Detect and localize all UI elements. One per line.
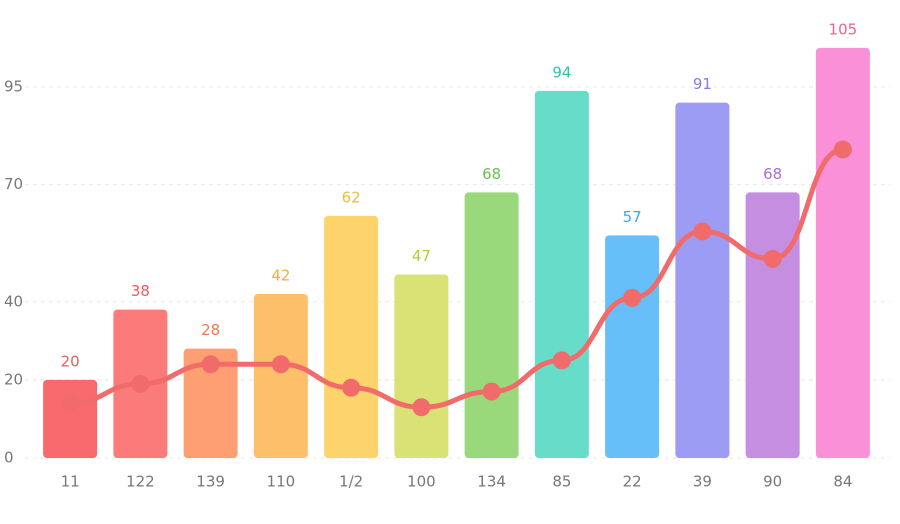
bar	[183, 348, 238, 458]
line-point	[552, 351, 571, 370]
data-label: 47	[412, 247, 431, 265]
line-point	[763, 249, 782, 268]
bar	[534, 90, 589, 459]
x-tick-label: 11	[61, 473, 80, 491]
line-point	[342, 378, 361, 397]
bar	[324, 215, 379, 458]
line-point	[693, 222, 712, 241]
y-tick-label: 70	[4, 175, 23, 193]
data-label: 20	[61, 352, 80, 370]
x-tick-label: 110	[267, 473, 296, 491]
line-point	[61, 394, 80, 413]
bar	[253, 293, 308, 458]
line-point	[271, 355, 290, 374]
line-point	[201, 355, 220, 374]
data-label: 57	[623, 208, 642, 226]
data-label: 28	[201, 321, 220, 339]
line-point	[833, 140, 852, 159]
x-tick-label: 90	[763, 473, 782, 491]
bar	[675, 102, 730, 458]
bar	[43, 379, 98, 458]
data-label: 68	[482, 165, 501, 183]
bar	[464, 192, 519, 459]
bar	[815, 47, 870, 458]
bar	[745, 192, 800, 459]
x-tick-label: 139	[196, 473, 225, 491]
data-label: 105	[829, 20, 858, 38]
x-tick-label: 134	[477, 473, 506, 491]
x-tick-label: 100	[407, 473, 436, 491]
x-tick-label: 39	[693, 473, 712, 491]
data-label: 68	[763, 165, 782, 183]
x-tick-label: 1/2	[339, 473, 363, 491]
y-tick-label: 40	[4, 292, 23, 310]
x-tick-label: 85	[552, 473, 571, 491]
y-tick-label: 0	[4, 449, 14, 467]
bar	[605, 235, 660, 458]
x-tick-label: 84	[833, 473, 852, 491]
x-tick-label: 122	[126, 473, 155, 491]
y-tick-label: 20	[4, 370, 23, 388]
line-point	[623, 288, 642, 307]
line-point	[482, 382, 501, 401]
line-point	[131, 374, 150, 393]
x-tick-label: 22	[623, 473, 642, 491]
data-label: 62	[342, 188, 361, 206]
data-label: 91	[693, 75, 712, 93]
data-label: 42	[271, 266, 290, 284]
data-label: 38	[131, 282, 150, 300]
line-point	[412, 398, 431, 417]
bar	[394, 274, 449, 458]
y-tick-label: 95	[4, 77, 23, 95]
data-label: 94	[552, 63, 571, 81]
